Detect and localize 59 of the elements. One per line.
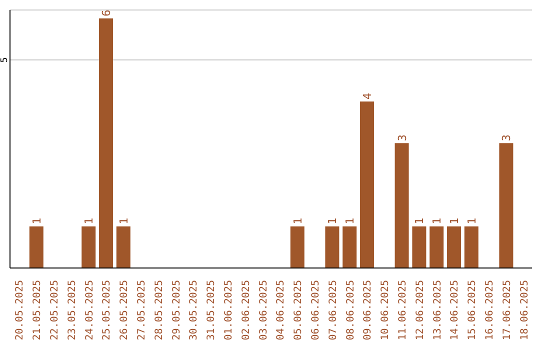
- x-tick-label: 11.06.2025: [398, 280, 408, 340]
- x-tick-label: 31.05.2025: [206, 280, 218, 340]
- data-label: 1: [465, 218, 478, 224]
- data-label: 1: [430, 218, 444, 224]
- data-label: 4: [361, 92, 374, 100]
- x-tick-label: 21.05.2025: [32, 280, 44, 340]
- x-tick-label: 01.06.2025: [224, 280, 234, 340]
- x-tick-label: 02.06.2025: [240, 280, 252, 340]
- x-tick-label: 22.05.2025: [50, 280, 60, 340]
- x-tick-label: 28.05.2025: [154, 280, 165, 340]
- x-tick-label: 27.05.2025: [136, 280, 148, 340]
- x-tick-label: 08.06.2025: [345, 280, 356, 340]
- bar: [447, 226, 461, 268]
- bar: [116, 226, 130, 268]
- bar: [394, 143, 409, 268]
- x-tick-label: 24.05.2025: [84, 280, 96, 340]
- bar: [342, 226, 357, 268]
- x-tick-label: 10.06.2025: [380, 280, 392, 340]
- x-tick-label: 14.06.2025: [450, 280, 461, 340]
- bar: [325, 226, 340, 268]
- x-tick-label: 07.06.2025: [328, 280, 339, 340]
- data-label: 1: [413, 218, 426, 224]
- x-tick-label: 17.06.2025: [502, 280, 513, 340]
- bar: [499, 143, 514, 268]
- x-tick-label: 04.06.2025: [276, 280, 287, 340]
- x-tick-label: 13.06.2025: [432, 280, 444, 340]
- x-tick-label: 05.06.2025: [293, 280, 304, 340]
- x-tick-label: 16.06.2025: [484, 280, 496, 340]
- bar: [464, 226, 478, 268]
- data-label: 1: [82, 218, 96, 224]
- data-label: 3: [396, 134, 409, 142]
- data-label: 6: [100, 10, 113, 16]
- bar: [412, 226, 426, 268]
- bar: [290, 226, 304, 268]
- x-tick-label: 15.06.2025: [467, 280, 478, 340]
- bar: [430, 226, 444, 268]
- data-label: 1: [448, 218, 461, 224]
- bar: [29, 226, 44, 268]
- x-tick-label: 20.05.2025: [14, 280, 26, 340]
- x-tick-label: 29.05.2025: [171, 280, 182, 340]
- bar: [82, 226, 96, 268]
- data-label: 3: [500, 134, 514, 142]
- data-label: 1: [344, 218, 357, 224]
- x-tick-label: 06.06.2025: [310, 280, 322, 340]
- bar: [99, 18, 113, 268]
- x-tick-label: 18.06.2025: [519, 280, 530, 340]
- x-tick-label: 03.06.2025: [258, 280, 270, 340]
- data-label: 1: [326, 218, 340, 224]
- x-tick-label: 09.06.2025: [362, 280, 374, 340]
- bar: [360, 102, 374, 268]
- x-tick-label: 25.05.2025: [102, 280, 113, 340]
- x-tick-label: 12.06.2025: [414, 280, 426, 340]
- x-tick-label: 30.05.2025: [188, 280, 200, 340]
- data-label: 1: [117, 218, 130, 224]
- data-label: 1: [30, 218, 44, 224]
- y-tick-label: 5: [0, 57, 10, 63]
- x-tick-label: 26.05.2025: [119, 280, 130, 340]
- data-label: 1: [291, 218, 304, 224]
- x-tick-label: 23.05.2025: [66, 280, 78, 340]
